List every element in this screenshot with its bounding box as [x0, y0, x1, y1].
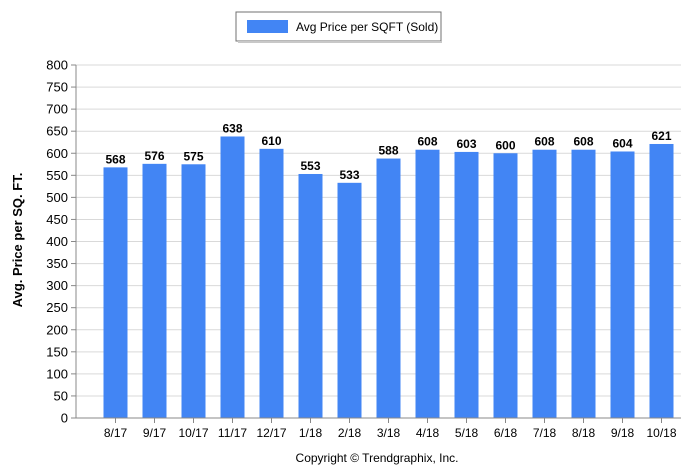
y-tick-label: 50: [54, 388, 68, 403]
y-tick-label: 350: [46, 256, 68, 271]
y-tick-label: 700: [46, 102, 68, 117]
y-tick-label: 300: [46, 278, 68, 293]
y-tick-label: 250: [46, 300, 68, 315]
x-tick-label: 9/18: [611, 426, 635, 440]
axes: [75, 65, 681, 419]
data-label: 576: [144, 149, 164, 163]
x-tick-label: 4/18: [416, 426, 440, 440]
x-tick-labels: 8/17 9/17 10/17 11/17 12/17 1/18 2/18 3/18 4/18 5…: [104, 418, 677, 440]
legend: Avg Price per SQFT (Sold): [235, 11, 442, 43]
data-label: 608: [534, 135, 554, 149]
y-tick-label: 200: [46, 322, 68, 337]
x-tick-label: 5/18: [455, 426, 479, 440]
x-tick-label: 8/18: [572, 426, 596, 440]
data-label: 553: [300, 159, 320, 173]
y-tick-label: 400: [46, 234, 68, 249]
x-tick-label: 6/18: [494, 426, 518, 440]
x-tick-label: 3/18: [377, 426, 401, 440]
bar: [337, 182, 362, 418]
bar: [103, 167, 128, 418]
y-tick-label: 550: [46, 168, 68, 183]
data-label: 568: [105, 152, 125, 166]
data-label: 638: [222, 121, 242, 135]
x-tick-label: 2/18: [338, 426, 362, 440]
y-tick-label: 500: [46, 190, 68, 205]
bar: [376, 158, 401, 419]
data-label: 575: [183, 149, 203, 163]
x-tick-label: 1/18: [299, 426, 323, 440]
x-tick-label: 7/18: [533, 426, 557, 440]
bars: [103, 136, 674, 419]
bar: [181, 164, 206, 418]
data-label: 608: [417, 135, 437, 149]
y-axis-title: Avg. Price per SQ. FT.: [10, 173, 25, 308]
x-tick-label: 10/17: [178, 426, 208, 440]
y-tick-labels: 0 50 100 150 200 250 300 350 400 450 500 550 600 650 7…: [46, 58, 68, 426]
bar: [532, 149, 557, 418]
bar: [649, 143, 674, 418]
y-tick-label: 650: [46, 124, 68, 139]
y-tick-label: 450: [46, 212, 68, 227]
y-tick-label: 800: [46, 58, 68, 73]
copyright-text: Copyright © Trendgraphix, Inc.: [296, 451, 459, 465]
bar: [298, 173, 323, 418]
data-label: 600: [495, 138, 515, 152]
bar: [493, 153, 518, 418]
bar: [259, 148, 284, 418]
data-label: 603: [456, 137, 476, 151]
data-label: 604: [612, 136, 632, 150]
x-tick-label: 10/18: [646, 426, 676, 440]
legend-shadow: [238, 41, 442, 43]
data-label: 608: [573, 135, 593, 149]
bar: [142, 163, 167, 418]
bar: [571, 149, 596, 418]
bar: [220, 136, 245, 419]
y-tick-label: 750: [46, 80, 68, 95]
bar: [610, 151, 635, 419]
data-labels: 568 576 575 638 610 553 533 588 608 603 600 608 608 6…: [105, 121, 671, 181]
y-tick-label: 600: [46, 146, 68, 161]
x-tick-label: 9/17: [143, 426, 167, 440]
data-label: 588: [378, 144, 398, 158]
y-tick-label: 100: [46, 366, 68, 381]
legend-label: Avg Price per SQFT (Sold): [296, 20, 438, 34]
bar: [415, 149, 440, 418]
x-tick-label: 11/17: [218, 426, 247, 440]
y-tick-label: 150: [46, 344, 68, 359]
data-label: 610: [261, 134, 281, 148]
data-label: 533: [339, 168, 359, 182]
data-label: 621: [651, 129, 671, 143]
x-tick-label: 12/17: [256, 426, 286, 440]
legend-swatch: [247, 20, 288, 33]
x-tick-label: 8/17: [104, 426, 128, 440]
bar: [454, 151, 479, 418]
y-tick-label: 0: [61, 411, 68, 426]
